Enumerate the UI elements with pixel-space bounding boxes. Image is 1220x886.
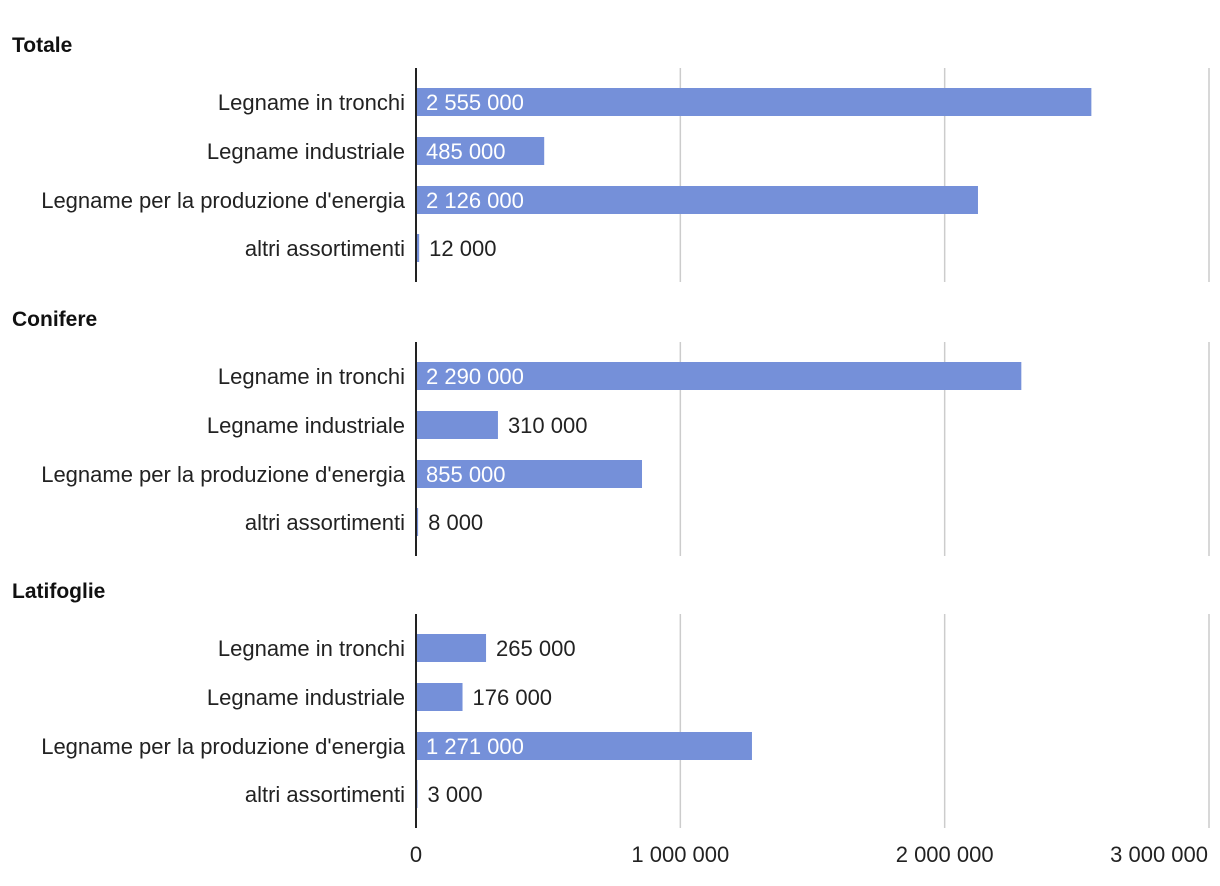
x-tick-label: 0 [410,842,422,867]
data-label: 3 000 [428,782,483,807]
category-label: altri assortimenti [245,510,405,535]
category-label: altri assortimenti [245,782,405,807]
data-label: 855 000 [426,462,506,487]
category-label: Legname industriale [207,685,405,710]
category-label: Legname in tronchi [218,90,405,115]
bar [416,460,643,488]
data-label: 176 000 [473,685,553,710]
bar [416,634,487,662]
category-label: Legname per la produzione d'energia [41,734,406,759]
bar [416,234,420,262]
data-label: 265 000 [496,636,576,661]
data-label: 8 000 [428,510,483,535]
bar [416,732,752,760]
data-label: 485 000 [426,139,506,164]
bar [416,88,1092,116]
category-label: altri assortimenti [245,236,405,261]
bars-layer [416,88,1092,808]
panel-title: Latifoglie [12,580,105,603]
panel-title: Totale [12,34,72,57]
labels-layer: Totale Legname in tronchi 2 555 000 Legname… [12,34,1208,867]
category-label: Legname per la produzione d'energia [41,462,406,487]
x-tick-label: 2 000 000 [896,842,994,867]
bar [416,508,419,536]
data-label: 2 290 000 [426,364,524,389]
x-tick-label: 3 000 000 [1110,842,1208,867]
bar [416,186,978,214]
category-label: Legname in tronchi [218,364,405,389]
data-label: 12 000 [429,236,496,261]
data-label: 2 555 000 [426,90,524,115]
category-label: Legname in tronchi [218,636,405,661]
panel-title: Conifere [12,308,97,331]
grid-layer [679,68,1210,828]
data-label: 310 000 [508,413,588,438]
category-label: Legname industriale [207,139,405,164]
data-label: 1 271 000 [426,734,524,759]
bar [416,683,463,711]
x-tick-label: 1 000 000 [631,842,729,867]
category-label: Legname industriale [207,413,405,438]
bar [416,362,1022,390]
category-label: Legname per la produzione d'energia [41,188,406,213]
bar [416,411,498,439]
data-label: 2 126 000 [426,188,524,213]
bar [416,137,545,165]
